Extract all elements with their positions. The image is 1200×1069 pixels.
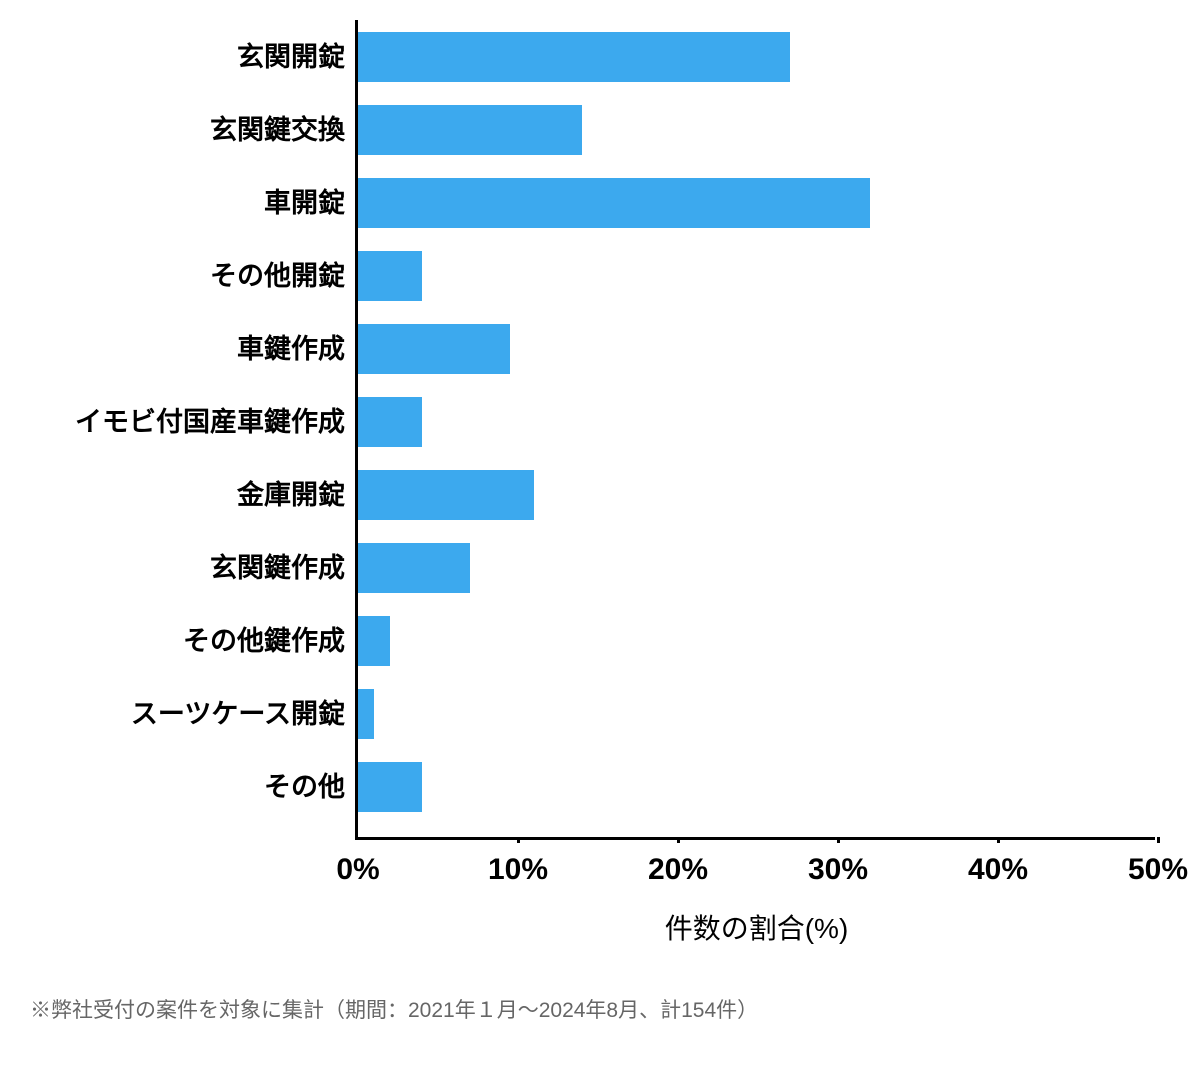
y-label: 玄関鍵作成 — [35, 543, 345, 593]
x-tick-label: 20% — [648, 853, 708, 887]
y-label: 金庫開錠 — [35, 470, 345, 520]
bar — [358, 543, 470, 593]
bar — [358, 397, 422, 447]
plot-area: 件数の割合(%) 0%10%20%30%40%50% — [355, 20, 1155, 840]
y-label: 車開錠 — [35, 178, 345, 228]
y-label: 車鍵作成 — [35, 324, 345, 374]
y-label: イモビ付国産車鍵作成 — [35, 397, 345, 447]
y-label: その他鍵作成 — [35, 616, 345, 666]
y-label: 玄関開錠 — [35, 32, 345, 82]
bar — [358, 762, 422, 812]
bar — [358, 616, 390, 666]
y-label: その他開錠 — [35, 251, 345, 301]
bar — [358, 689, 374, 739]
y-label: その他 — [35, 762, 345, 812]
x-tick-label: 0% — [336, 853, 379, 887]
x-tick — [997, 837, 1000, 843]
y-axis-labels: 玄関開錠玄関鍵交換車開錠その他開錠車鍵作成イモビ付国産車鍵作成金庫開錠玄関鍵作成… — [30, 20, 355, 840]
x-tick — [677, 837, 680, 843]
bar — [358, 178, 870, 228]
footnote: ※弊社受付の案件を対象に集計（期間：2021年１月～2024年8月、計154件） — [30, 994, 758, 1024]
y-label: 玄関鍵交換 — [35, 105, 345, 155]
x-tick-label: 40% — [968, 853, 1028, 887]
bar — [358, 32, 790, 82]
x-tick-label: 10% — [488, 853, 548, 887]
x-tick — [1157, 837, 1160, 843]
x-axis-title: 件数の割合(%) — [665, 907, 849, 947]
x-tick-label: 30% — [808, 853, 868, 887]
bar — [358, 324, 510, 374]
y-label: スーツケース開錠 — [35, 689, 345, 739]
x-tick — [837, 837, 840, 843]
bar-chart: 玄関開錠玄関鍵交換車開錠その他開錠車鍵作成イモビ付国産車鍵作成金庫開錠玄関鍵作成… — [30, 20, 1170, 900]
x-tick-label: 50% — [1128, 853, 1188, 887]
x-tick — [517, 837, 520, 843]
bar — [358, 470, 534, 520]
bar — [358, 251, 422, 301]
bar — [358, 105, 582, 155]
